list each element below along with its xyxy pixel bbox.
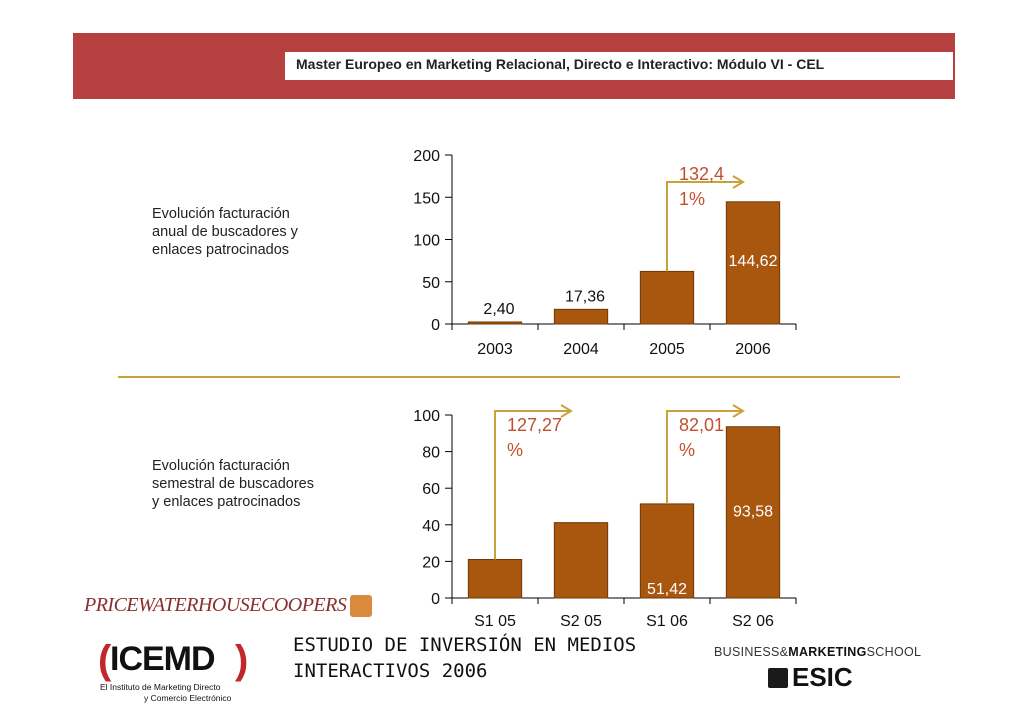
bar xyxy=(725,426,781,599)
x-category-label: 2005 xyxy=(649,341,685,358)
data-label: 17,36 xyxy=(565,288,605,305)
x-category-label: 2003 xyxy=(477,341,513,358)
data-label: 21,05 xyxy=(475,636,515,653)
y-tick-label: 100 xyxy=(413,408,440,425)
section-label-annual: Evolución facturación anual de buscadore… xyxy=(152,205,298,259)
bar xyxy=(467,321,523,325)
growth-label: % xyxy=(679,440,695,460)
x-category-label: 2006 xyxy=(735,341,771,358)
growth-label: 132,4 xyxy=(679,164,724,184)
pwc-logo: PRICEWATERHOUSECOOPERS xyxy=(84,594,373,624)
data-label: 93,58 xyxy=(733,504,773,521)
icemd-logo: ( ICEMD ) El Instituto de Marketing Dire… xyxy=(98,638,249,704)
pwc-logo-text: PRICEWATERHOUSECOOPERS xyxy=(84,594,347,616)
section-label-line: Evolución facturación xyxy=(152,458,290,474)
data-label: 51,42 xyxy=(647,581,687,598)
x-category-label: S1 06 xyxy=(646,613,688,630)
annual-bar-chart: 0 50 100 150 200 2003 2,40 2004 17,36 2005 62,23 20… xyxy=(413,148,797,358)
y-tick-label: 0 xyxy=(431,591,440,608)
y-tick-label: 50 xyxy=(422,275,440,292)
data-label: 144,62 xyxy=(729,253,778,270)
study-title-line: INTERACTIVOS 2006 xyxy=(293,660,488,682)
bar xyxy=(725,201,781,325)
growth-arrowhead xyxy=(732,404,745,418)
data-label: 2,40 xyxy=(483,301,514,318)
growth-arrow xyxy=(666,181,741,272)
y-tick-label: 150 xyxy=(413,190,440,207)
y-tick-label: 20 xyxy=(422,554,440,571)
icemd-subtitle: y Comercio Electrónico xyxy=(144,693,232,703)
esic-logo: ESIC xyxy=(768,662,853,692)
y-tick-label: 100 xyxy=(413,233,440,250)
section-label-line: Evolución facturación xyxy=(152,206,290,222)
data-label: 62,23 xyxy=(647,322,687,339)
bms-prefix: BUSINESS& xyxy=(714,645,789,659)
icemd-bracket-icon: ( xyxy=(98,638,112,682)
x-category-label: S2 06 xyxy=(732,613,774,630)
bar xyxy=(639,503,695,599)
y-tick-label: 200 xyxy=(413,148,440,165)
bar xyxy=(467,558,523,599)
esic-emblem-icon xyxy=(768,667,788,688)
y-tick-label: 80 xyxy=(422,445,440,462)
growth-label: 1% xyxy=(679,189,705,209)
y-tick-label: 60 xyxy=(422,481,440,498)
bar xyxy=(553,522,609,599)
icemd-logo-word: ICEMD xyxy=(110,640,216,678)
bms-bold: MARKETING xyxy=(788,645,867,659)
data-label: 41,18 xyxy=(561,600,601,617)
section-label-line: semestral de buscadores xyxy=(152,476,314,492)
x-category-label: S2 05 xyxy=(560,613,602,630)
growth-arrow xyxy=(494,410,569,560)
study-title-line: ESTUDIO DE INVERSIÓN EN MEDIOS xyxy=(293,634,637,656)
icemd-logo-text: ICEMD xyxy=(110,640,216,679)
business-marketing-school-logo: BUSINESS&MARKETINGSCHOOL xyxy=(714,645,921,659)
icemd-subtitle: El Instituto de Marketing Directo xyxy=(100,682,221,692)
pwc-badge-icon xyxy=(350,595,373,618)
bar xyxy=(553,308,609,325)
section-label-line: y enlaces patrocinados xyxy=(152,494,301,510)
section-label-line: anual de buscadores y xyxy=(152,224,298,240)
growth-label: 82,01 xyxy=(679,415,724,435)
section-label-semester: Evolución facturación semestral de busca… xyxy=(152,457,314,511)
y-tick-label: 40 xyxy=(422,518,440,535)
y-tick-label: 0 xyxy=(431,317,440,334)
header-title: Master Europeo en Marketing Relacional, … xyxy=(296,56,825,72)
section-divider xyxy=(118,376,900,378)
section-label-line: enlaces patrocinados xyxy=(152,242,290,258)
growth-label: % xyxy=(507,440,523,460)
growth-arrowhead xyxy=(732,175,745,189)
x-category-label: S1 05 xyxy=(474,613,516,630)
bar xyxy=(639,270,695,325)
growth-label: 127,27 xyxy=(507,415,562,435)
icemd-bracket-icon: ) xyxy=(235,638,249,682)
esic-logo-text: ESIC xyxy=(792,662,853,692)
growth-arrowhead xyxy=(560,404,573,418)
x-category-label: 2004 xyxy=(563,341,599,358)
bms-suffix: SCHOOL xyxy=(866,645,922,659)
growth-arrow xyxy=(666,410,741,504)
header-title-box xyxy=(285,52,953,80)
study-title: ESTUDIO DE INVERSIÓN EN MEDIOS INTERACTI… xyxy=(293,632,636,684)
